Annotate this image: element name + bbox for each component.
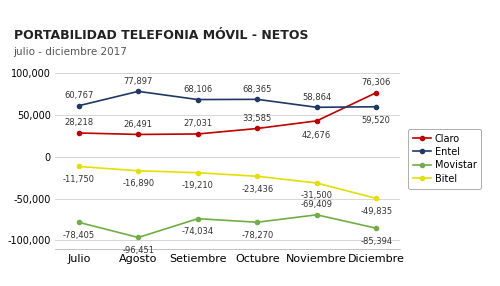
Claro — [373, 91, 379, 94]
Text: 42,676: 42,676 — [302, 131, 332, 140]
Text: 26,491: 26,491 — [124, 120, 153, 129]
Entel — [373, 105, 379, 108]
Line: Bitel: Bitel — [76, 164, 378, 200]
Text: -74,034: -74,034 — [182, 227, 214, 236]
Bitel — [76, 165, 82, 168]
Text: -78,405: -78,405 — [62, 231, 95, 240]
Text: 77,897: 77,897 — [124, 77, 153, 86]
Text: 76,306: 76,306 — [362, 78, 391, 87]
Legend: Claro, Entel, Movistar, Bitel: Claro, Entel, Movistar, Bitel — [408, 129, 482, 189]
Entel — [254, 98, 260, 101]
Entel — [136, 90, 141, 93]
Entel — [195, 98, 201, 101]
Text: -19,210: -19,210 — [182, 181, 214, 190]
Claro — [195, 132, 201, 136]
Movistar — [195, 217, 201, 221]
Text: 27,031: 27,031 — [183, 120, 212, 128]
Text: 58,864: 58,864 — [302, 93, 332, 102]
Bitel — [314, 181, 320, 185]
Claro — [136, 133, 141, 136]
Text: julio - diciembre 2017: julio - diciembre 2017 — [14, 47, 128, 57]
Claro — [254, 127, 260, 130]
Text: -31,500: -31,500 — [300, 191, 332, 200]
Bitel — [373, 197, 379, 200]
Text: -78,270: -78,270 — [241, 231, 274, 240]
Line: Movistar: Movistar — [76, 213, 378, 240]
Text: -16,890: -16,890 — [122, 179, 154, 188]
Text: -49,835: -49,835 — [360, 207, 392, 216]
Text: -23,436: -23,436 — [241, 184, 274, 194]
Movistar — [254, 221, 260, 224]
Entel — [76, 104, 82, 108]
Text: -85,394: -85,394 — [360, 237, 392, 246]
Text: -96,451: -96,451 — [122, 246, 154, 255]
Text: 33,585: 33,585 — [242, 114, 272, 123]
Bitel — [195, 171, 201, 174]
Movistar — [373, 227, 379, 230]
Text: 60,767: 60,767 — [64, 91, 94, 100]
Movistar — [314, 213, 320, 217]
Line: Claro: Claro — [76, 91, 378, 136]
Claro — [314, 119, 320, 123]
Bitel — [254, 174, 260, 178]
Text: 68,365: 68,365 — [242, 85, 272, 94]
Bitel — [136, 169, 141, 172]
Movistar — [136, 236, 141, 239]
Text: -69,409: -69,409 — [300, 200, 332, 209]
Claro — [76, 131, 82, 135]
Movistar — [76, 221, 82, 224]
Text: 68,106: 68,106 — [183, 85, 212, 94]
Entel — [314, 106, 320, 109]
Text: -11,750: -11,750 — [63, 175, 95, 184]
Text: PORTABILIDAD TELEFONIA MÓVIL - NETOS: PORTABILIDAD TELEFONIA MÓVIL - NETOS — [14, 29, 308, 42]
Text: 59,520: 59,520 — [362, 116, 390, 126]
Line: Entel: Entel — [76, 89, 378, 109]
Text: 28,218: 28,218 — [64, 118, 94, 128]
